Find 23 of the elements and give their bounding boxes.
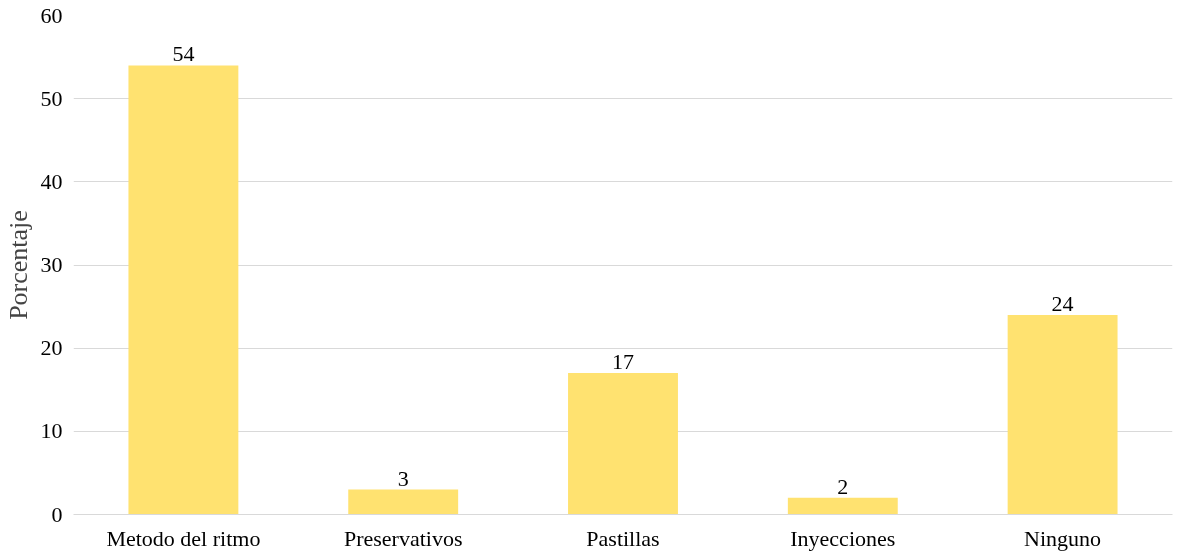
bar [787,497,898,515]
x-tick-label: Preservativos [343,525,463,551]
data-label: 24 [1051,290,1074,316]
x-tick-label: Ninguno [1024,525,1102,551]
y-tick-label: 20 [40,335,63,361]
x-tick-label: Metodo del ritmo [106,525,261,551]
y-tick-label: 40 [40,168,63,194]
y-tick-label: 50 [40,85,63,111]
data-label: 3 [397,465,409,491]
bar [348,489,459,515]
bar [1007,314,1118,515]
y-tick-label: 0 [51,501,63,527]
bar [128,65,239,515]
y-tick-label: 60 [40,2,63,28]
y-tick-label: 30 [40,252,63,277]
data-label: 17 [612,349,634,375]
x-tick-label: Inyecciones [790,525,896,551]
y-tick-label: 10 [40,418,63,444]
x-tick-label: Pastillas [586,525,660,551]
bar [568,373,678,515]
data-label: 54 [172,41,195,67]
data-label: 2 [837,473,849,499]
y-axis-title: Porcentaje [3,210,33,320]
